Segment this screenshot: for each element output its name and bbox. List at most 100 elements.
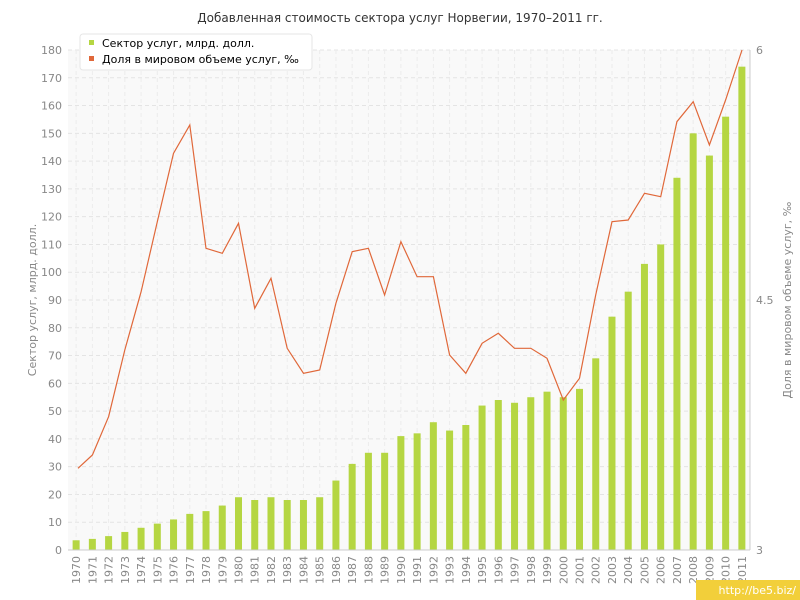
bar-2006 [657, 244, 665, 550]
y-left-tick: 180 [41, 44, 62, 57]
y-left-tick: 160 [41, 100, 62, 113]
bar-2004 [624, 291, 632, 550]
x-tick-1987: 1987 [346, 556, 359, 584]
bar-1970 [72, 540, 80, 550]
chart-title: Добавленная стоимость сектора услуг Норв… [197, 11, 603, 25]
y-left-tick: 100 [41, 266, 62, 279]
x-tick-1972: 1972 [103, 556, 116, 584]
x-tick-1991: 1991 [411, 556, 424, 584]
x-tick-1997: 1997 [509, 556, 522, 584]
y-left-tick: 150 [41, 127, 62, 140]
y-left-tick: 50 [48, 405, 62, 418]
y-left-tick: 170 [41, 72, 62, 85]
legend-box [79, 33, 313, 71]
bar-1995 [478, 405, 486, 550]
x-tick-1988: 1988 [362, 556, 375, 584]
x-tick-1981: 1981 [249, 556, 262, 584]
bar-2007 [673, 177, 681, 550]
bar-2008 [689, 133, 697, 551]
x-tick-1973: 1973 [119, 556, 132, 584]
x-tick-1994: 1994 [460, 556, 473, 584]
x-tick-2006: 2006 [655, 556, 668, 584]
x-tick-1977: 1977 [184, 556, 197, 584]
bar-series [72, 66, 746, 551]
x-tick-1984: 1984 [297, 556, 310, 584]
bar-1992 [429, 422, 437, 550]
bar-1988 [364, 452, 372, 550]
x-tick-2009: 2009 [703, 556, 716, 584]
bar-1989 [381, 452, 389, 550]
bar-1981 [251, 500, 259, 550]
bar-1996 [494, 400, 502, 550]
y-left-tick: 120 [41, 211, 62, 224]
bar-2003 [608, 316, 616, 550]
x-axis-ticks: 1970 1971 1972 1973 1974 1975 1976 1977 1978 1979… [70, 556, 749, 584]
bar-2009 [705, 155, 713, 551]
bar-1993 [446, 430, 454, 550]
y-right-tick: 6 [756, 44, 763, 57]
x-tick-1979: 1979 [216, 556, 229, 584]
y-left-label: Сектор услуг, млрд. долл. [26, 224, 39, 376]
x-tick-2003: 2003 [606, 556, 619, 584]
x-tick-1993: 1993 [444, 556, 457, 584]
bar-1982 [267, 497, 275, 550]
bar-1998 [527, 397, 535, 550]
bar-1984 [299, 500, 307, 550]
bar-1972 [105, 536, 113, 550]
x-tick-2008: 2008 [687, 556, 700, 584]
x-tick-1992: 1992 [427, 556, 440, 584]
x-tick-1986: 1986 [330, 556, 343, 584]
x-tick-1995: 1995 [476, 556, 489, 584]
legend: Сектор услуг, млрд. долл. Доля в мировом… [79, 33, 313, 71]
x-tick-1974: 1974 [135, 556, 148, 584]
bar-1980 [235, 497, 242, 550]
x-tick-1985: 1985 [314, 556, 327, 584]
legend-label-share: Доля в мировом объеме услуг, ‰ [102, 53, 299, 66]
x-tick-1998: 1998 [525, 556, 538, 584]
x-tick-1970: 1970 [70, 556, 83, 584]
y-left-tick: 0 [55, 544, 62, 557]
y-left-tick: 140 [41, 155, 62, 168]
x-tick-2001: 2001 [574, 556, 587, 584]
x-tick-1982: 1982 [265, 556, 278, 584]
x-tick-1983: 1983 [281, 556, 294, 584]
x-tick-1989: 1989 [379, 556, 392, 584]
y-left-tick: 20 [48, 488, 62, 501]
x-tick-2002: 2002 [590, 556, 603, 584]
bar-1986 [332, 480, 340, 550]
bar-1987 [348, 463, 356, 550]
legend-label-services: Сектор услуг, млрд. долл. [102, 37, 254, 50]
share-line [77, 49, 743, 469]
watermark[interactable]: http://be5.biz/ [718, 584, 796, 597]
x-tick-1971: 1971 [86, 556, 99, 584]
bar-1975 [153, 523, 161, 550]
bar-2002 [592, 358, 600, 550]
bar-1973 [121, 531, 129, 550]
bar-1985 [316, 497, 324, 550]
y-left-tick: 110 [41, 238, 62, 251]
bar-2011 [738, 66, 746, 551]
y-right-label: Доля в мировом объеме услуг, ‰ [781, 201, 794, 398]
y-left-tick: 60 [48, 377, 62, 390]
y-right-tick: 3 [756, 544, 763, 557]
left-axis-ticks: 0 10 20 30 40 50 60 70 80 90 100 110 120 130 140 150 160… [41, 44, 62, 557]
bar-1979 [218, 505, 226, 550]
x-tick-1996: 1996 [492, 556, 505, 584]
watermark-background [696, 580, 800, 600]
y-left-tick: 90 [48, 294, 62, 307]
x-tick-1978: 1978 [200, 556, 213, 584]
bar-1977 [186, 513, 194, 550]
x-tick-2005: 2005 [638, 556, 651, 584]
x-tick-1975: 1975 [151, 556, 164, 584]
x-tick-1976: 1976 [168, 556, 181, 584]
bar-1994 [462, 425, 470, 550]
y-left-tick: 30 [48, 461, 62, 474]
right-axis-ticks: 34.56 [756, 44, 774, 557]
bar-1976 [170, 519, 178, 550]
x-tick-2004: 2004 [622, 556, 635, 584]
legend-swatch-share [89, 56, 94, 61]
y-left-tick: 80 [48, 322, 62, 335]
bar-1990 [397, 436, 405, 550]
x-tick-2010: 2010 [720, 556, 733, 584]
